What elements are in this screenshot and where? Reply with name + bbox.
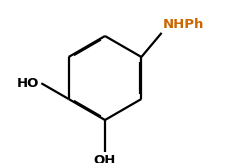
Text: OH: OH [94, 154, 116, 163]
Text: HO: HO [17, 77, 39, 90]
Text: NHPh: NHPh [163, 18, 204, 31]
